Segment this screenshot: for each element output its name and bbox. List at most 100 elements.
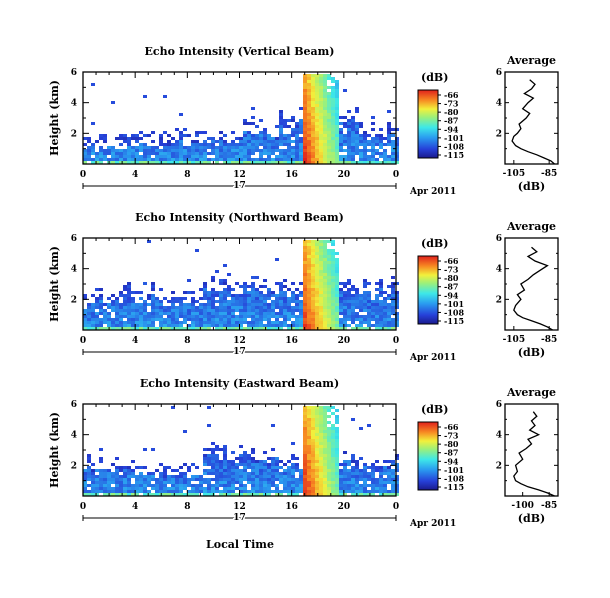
heatmap-cell (327, 101, 331, 104)
heatmap-cell (219, 146, 223, 149)
heatmap-cell (251, 466, 255, 469)
heatmap-cell (83, 143, 87, 146)
heatmap-cell (259, 466, 263, 469)
heatmap-cell (371, 140, 375, 143)
heatmap-cell (303, 77, 307, 80)
heatmap-cell (319, 276, 323, 279)
heatmap-cell (91, 321, 95, 324)
heatmap-cell (371, 318, 375, 321)
heatmap-cell (263, 140, 267, 143)
heatmap-cell (227, 487, 231, 490)
heatmap-cell (343, 451, 347, 454)
heatmap-cell (299, 303, 303, 306)
heatmap-cell (319, 448, 323, 451)
colorbar-tick-label: -94 (444, 124, 459, 134)
heatmap-cell (335, 312, 339, 315)
heatmap-cell (159, 312, 163, 315)
heatmap-cell (243, 300, 247, 303)
heatmap-cell (371, 312, 375, 315)
heatmap-cell (323, 155, 327, 158)
heatmap-cell (231, 155, 235, 158)
heatmap-cell (167, 321, 171, 324)
heatmap-cell (339, 487, 343, 490)
heatmap-cell (135, 327, 139, 330)
heatmap-cell (367, 134, 371, 137)
heatmap-cell (111, 294, 115, 297)
heatmap-cell (239, 306, 243, 309)
heatmap-cell (111, 146, 115, 149)
heatmap-cell (83, 469, 87, 472)
heatmap-cell (163, 472, 167, 475)
heatmap-cell (331, 104, 335, 107)
heatmap-cell (139, 158, 143, 161)
heatmap-cell (391, 460, 395, 463)
heatmap-cell (331, 146, 335, 149)
heatmap-cell (135, 137, 139, 140)
heatmap-cell (179, 312, 183, 315)
heatmap-cell (303, 249, 307, 252)
heatmap-cell (327, 122, 331, 125)
heatmap-cell (123, 288, 127, 291)
heatmap-cell (183, 430, 187, 433)
heatmap-cell (307, 152, 311, 155)
heatmap-cell (271, 484, 275, 487)
heatmap-cell (251, 276, 255, 279)
heatmap-cell (235, 149, 239, 152)
heatmap-cell (247, 490, 251, 493)
heatmap-cell (299, 291, 303, 294)
heatmap-cell (347, 306, 351, 309)
heatmap-cell (383, 300, 387, 303)
heatmap-cell (279, 300, 283, 303)
heatmap-cell (319, 427, 323, 430)
heatmap-cell (247, 478, 251, 481)
heatmap-cell (223, 152, 227, 155)
heatmap-cell (283, 143, 287, 146)
heatmap-cell (355, 312, 359, 315)
heatmap-cell (355, 303, 359, 306)
heatmap-cell (291, 475, 295, 478)
heatmap-cell (303, 134, 307, 137)
colorbar-tick-label: -66 (444, 90, 459, 100)
heatmap-cell (363, 137, 367, 140)
heatmap-cell (283, 315, 287, 318)
heatmap-cell (327, 472, 331, 475)
heatmap-cell (203, 454, 207, 457)
heatmap-cell (299, 143, 303, 146)
heatmap-cell (307, 246, 311, 249)
heatmap-cell (307, 113, 311, 116)
heatmap-cell (107, 484, 111, 487)
heatmap-cell (155, 327, 159, 330)
heatmap-cell (351, 493, 355, 496)
heatmap-cell (351, 460, 355, 463)
heatmap-cell (155, 469, 159, 472)
heatmap-cell (239, 318, 243, 321)
colorbar-tick-label: -101 (444, 465, 464, 475)
heatmap-cell (143, 493, 147, 496)
heatmap-cell (171, 149, 175, 152)
heatmap-cell (359, 490, 363, 493)
heatmap-cell (327, 113, 331, 116)
heatmap-cell (339, 297, 343, 300)
heatmap-cell (87, 309, 91, 312)
heatmap-cell (339, 490, 343, 493)
heatmap-cell (235, 158, 239, 161)
heatmap-cell (339, 312, 343, 315)
heatmap-cell (103, 312, 107, 315)
heatmap-cell (227, 324, 231, 327)
heatmap-cell (83, 318, 87, 321)
heatmap-cell (267, 288, 271, 291)
average-y-tick-label: 4 (496, 265, 502, 275)
heatmap-cell (255, 140, 259, 143)
heatmap-cell (295, 294, 299, 297)
heatmap-cell (115, 155, 119, 158)
heatmap-cell (223, 288, 227, 291)
heatmap-cell (303, 315, 307, 318)
heatmap-cell (91, 83, 95, 86)
heatmap-cell (299, 140, 303, 143)
heatmap-cell (375, 324, 379, 327)
heatmap-cell (295, 143, 299, 146)
heatmap-cell (327, 125, 331, 128)
heatmap-cell (147, 303, 151, 306)
heatmap-cell (99, 294, 103, 297)
heatmap-cell (327, 312, 331, 315)
